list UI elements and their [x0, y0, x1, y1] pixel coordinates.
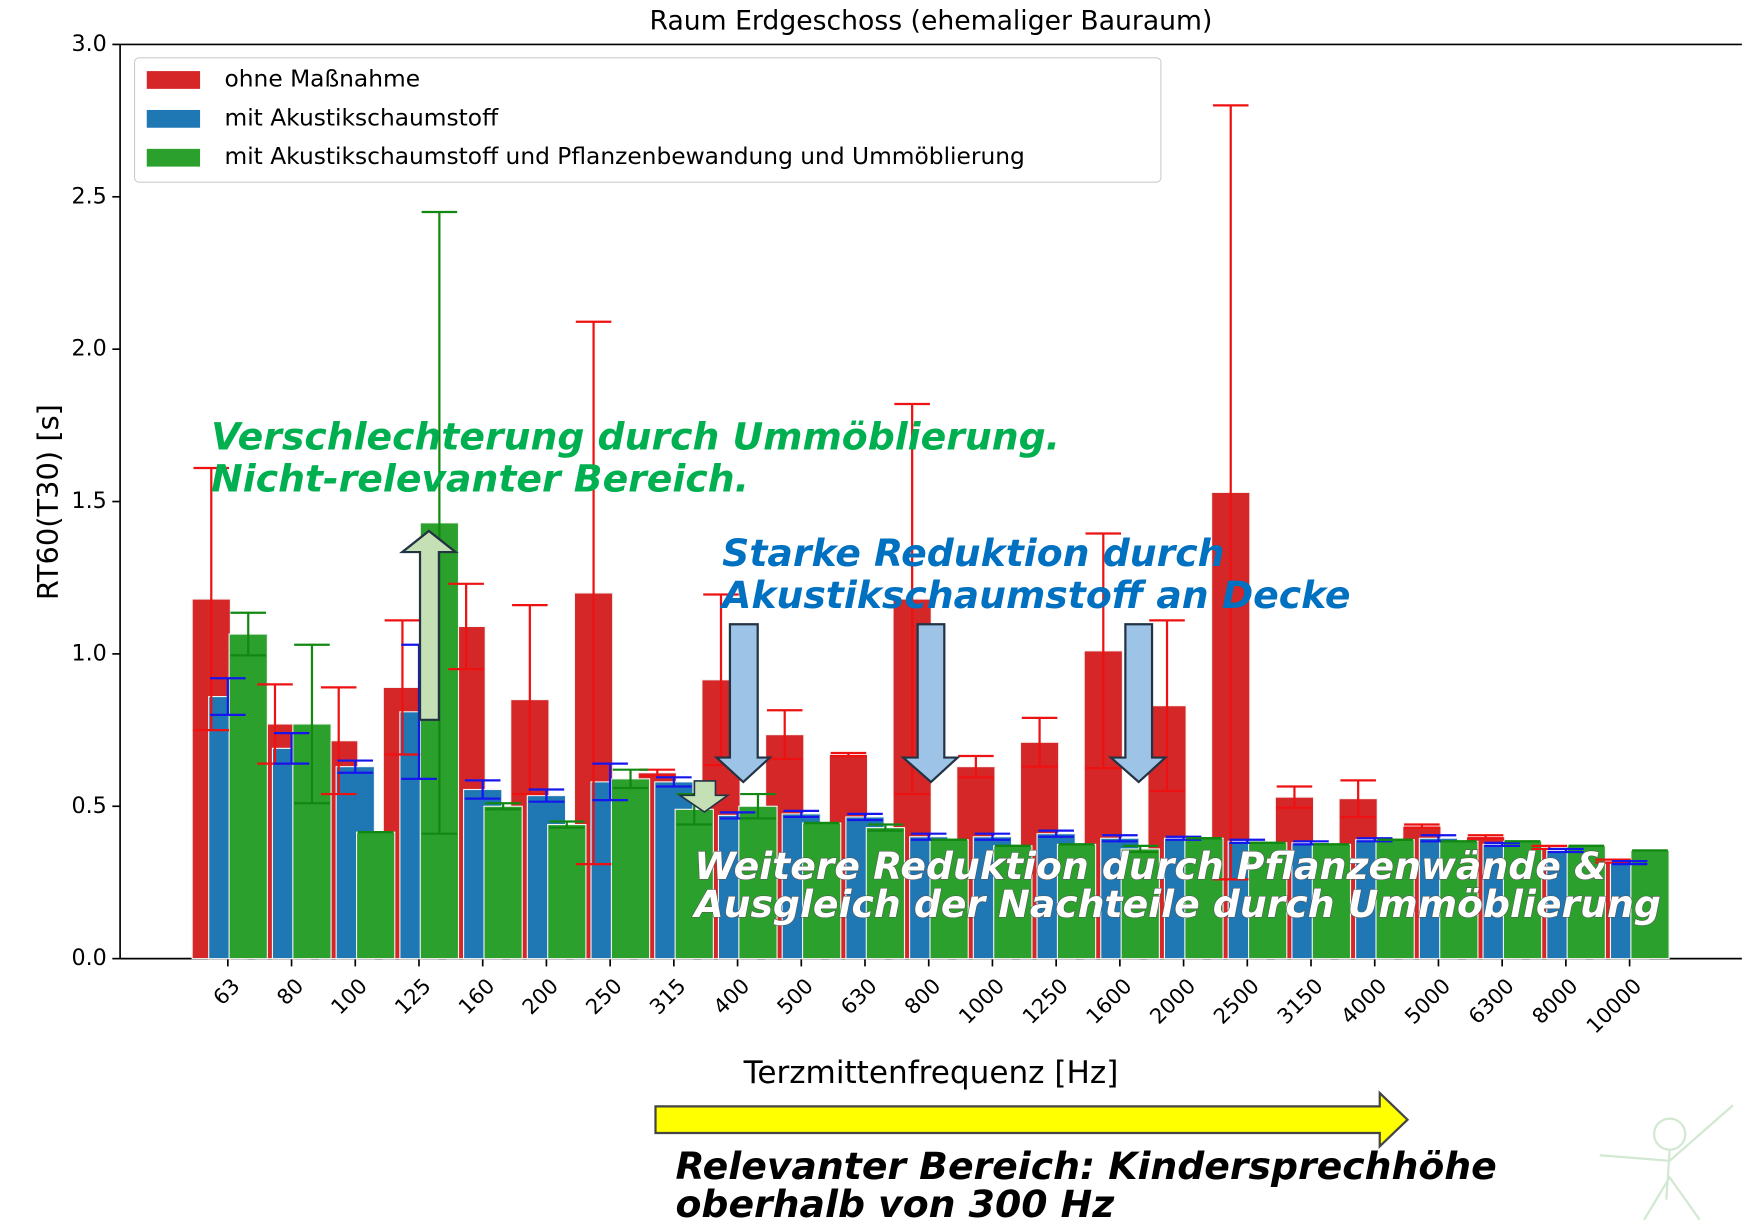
annotation: Akustikschaumstoff an Decke	[719, 573, 1350, 617]
x-tick-label: 125	[390, 973, 436, 1019]
x-tick-label: 400	[708, 973, 754, 1019]
x-tick-label: 10000	[1581, 973, 1646, 1038]
y-tick-label: 2.0	[71, 336, 106, 362]
bar	[548, 825, 586, 959]
x-tick-label: 1600	[1081, 973, 1137, 1029]
chart-title: Raum Erdgeschoss (ehemaliger Bauraum)	[650, 6, 1213, 37]
x-tick-label: 160	[453, 973, 499, 1019]
y-tick-label: 1.0	[71, 640, 106, 666]
range-arrow	[656, 1093, 1408, 1146]
legend-label: mit Akustikschaumstoff und Pflanzenbewan…	[225, 143, 1025, 170]
x-tick-label: 800	[899, 973, 945, 1019]
x-tick-label: 2000	[1145, 973, 1201, 1029]
x-tick-label: 200	[517, 973, 563, 1019]
x-tick-label: 630	[836, 973, 882, 1019]
x-tick-label: 2500	[1208, 973, 1264, 1029]
legend-swatch	[147, 71, 200, 89]
annotation: Ausgleich der Nachteile durch Ummöblieru…	[691, 882, 1661, 926]
y-tick-label: 0.5	[71, 793, 106, 819]
x-tick-label: 3150	[1272, 973, 1328, 1029]
x-tick-label: 500	[772, 973, 818, 1019]
x-tick-label: 250	[581, 973, 627, 1019]
y-tick-label: 2.5	[71, 183, 106, 209]
bar	[357, 832, 395, 958]
bar	[484, 806, 522, 958]
x-tick-label: 100	[326, 973, 372, 1019]
legend: ohne Maßnahme mit Akustikschaumstoff mit A…	[135, 58, 1161, 182]
x-tick-label: 1000	[953, 973, 1009, 1029]
x-tick-label: 80	[272, 973, 309, 1010]
legend-swatch	[147, 110, 200, 128]
annotation: Nicht-relevanter Bereich.	[211, 456, 749, 500]
x-tick-label: 6300	[1463, 973, 1519, 1029]
annotation: Starke Reduktion durch	[722, 531, 1224, 575]
annotation: oberhalb von 300 Hz	[675, 1182, 1115, 1223]
bar	[611, 779, 649, 959]
x-tick-label: 315	[644, 973, 690, 1019]
y-tick-label: 0.0	[71, 945, 106, 971]
watermark	[1600, 1105, 1733, 1219]
x-tick-label: 5000	[1399, 973, 1455, 1029]
x-tick-label: 63	[208, 973, 245, 1010]
legend-label: ohne Maßnahme	[225, 65, 421, 92]
bar	[229, 634, 267, 959]
x-tick-label: 8000	[1527, 973, 1583, 1029]
x-tick-label: 4000	[1336, 973, 1392, 1029]
x-tick-label: 1250	[1017, 973, 1073, 1029]
legend-swatch	[147, 149, 200, 167]
annotation: Verschlechterung durch Ummöblierung.	[211, 414, 1060, 458]
chart: Raum Erdgeschoss (ehemaliger Bauraum) Te…	[0, 0, 1742, 1223]
legend-label: mit Akustikschaumstoff	[225, 104, 500, 131]
y-axis-label: RT60(T30) [s]	[31, 404, 65, 600]
y-tick-label: 3.0	[71, 31, 106, 57]
y-tick-label: 1.5	[71, 488, 106, 514]
x-axis-label: Terzmittenfrequenz [Hz]	[743, 1055, 1119, 1091]
